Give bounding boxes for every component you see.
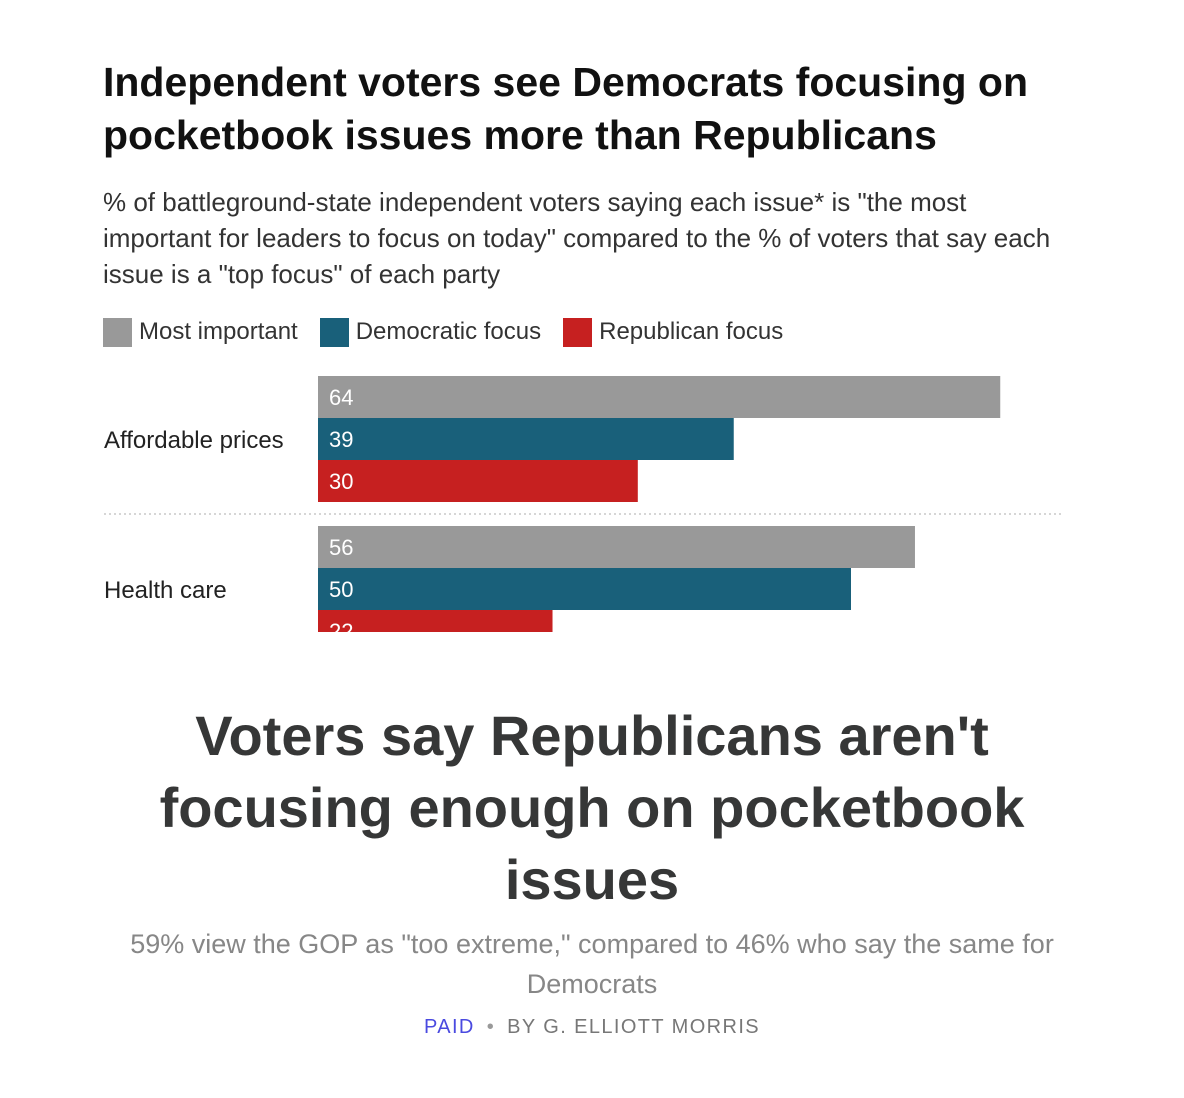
legend-item-democratic-focus: Democratic focus	[319, 317, 542, 347]
bar-affordable-prices-republican-focus	[318, 460, 638, 502]
legend-label-democratic-focus: Democratic focus	[355, 318, 542, 345]
bar-value-affordable-prices-most-important: 64	[329, 385, 353, 410]
legend-label-most-important: Most important	[139, 318, 298, 345]
byline-separator: •	[486, 1016, 496, 1038]
bar-affordable-prices-most-important	[318, 376, 1001, 418]
bar-value-health-care-democratic-focus: 50	[329, 577, 353, 602]
legend-label-republican-focus: Republican focus	[599, 318, 784, 345]
bar-health-care-republican-focus	[318, 610, 553, 632]
chart-title: Independent voters see Democrats focusin…	[103, 59, 1028, 158]
chart-card: Independent voters see Democrats focusin…	[103, 59, 1064, 632]
bar-affordable-prices-democratic-focus	[318, 418, 734, 460]
article-byline: PAID • BY G. ELLIOTT MORRIS	[0, 1016, 1184, 1039]
legend-swatch-republican-focus	[563, 317, 593, 347]
legend-swatch-democratic-focus	[319, 317, 349, 347]
article-headline[interactable]: Voters say Republicans aren't focusing e…	[159, 704, 1025, 911]
bar-value-health-care-most-important: 56	[329, 535, 353, 560]
bar-chart: Affordable prices 64 39 30 Health care 56 50 22	[104, 376, 1064, 632]
chart-legend: Most important Democratic focus Republic…	[103, 316, 805, 348]
legend-swatch-most-important	[103, 317, 132, 347]
bar-health-care-most-important	[318, 526, 915, 568]
bar-value-affordable-prices-democratic-focus: 39	[329, 427, 353, 452]
bar-value-affordable-prices-republican-focus: 30	[329, 469, 353, 494]
paid-badge: PAID	[423, 1016, 475, 1038]
chart-subtitle: % of battleground-state independent vote…	[103, 187, 1051, 289]
legend-item-republican-focus: Republican focus	[563, 317, 784, 347]
bar-health-care-democratic-focus	[318, 568, 851, 610]
article-dek: 59% view the GOP as "too extreme," compa…	[130, 929, 1054, 999]
author-name[interactable]: BY G. ELLIOTT MORRIS	[507, 1016, 761, 1038]
legend-item-most-important: Most important	[103, 317, 298, 347]
bar-value-health-care-republican-focus: 22	[329, 619, 353, 632]
category-label-affordable-prices: Affordable prices	[104, 427, 284, 454]
category-label-health-care: Health care	[104, 577, 227, 604]
